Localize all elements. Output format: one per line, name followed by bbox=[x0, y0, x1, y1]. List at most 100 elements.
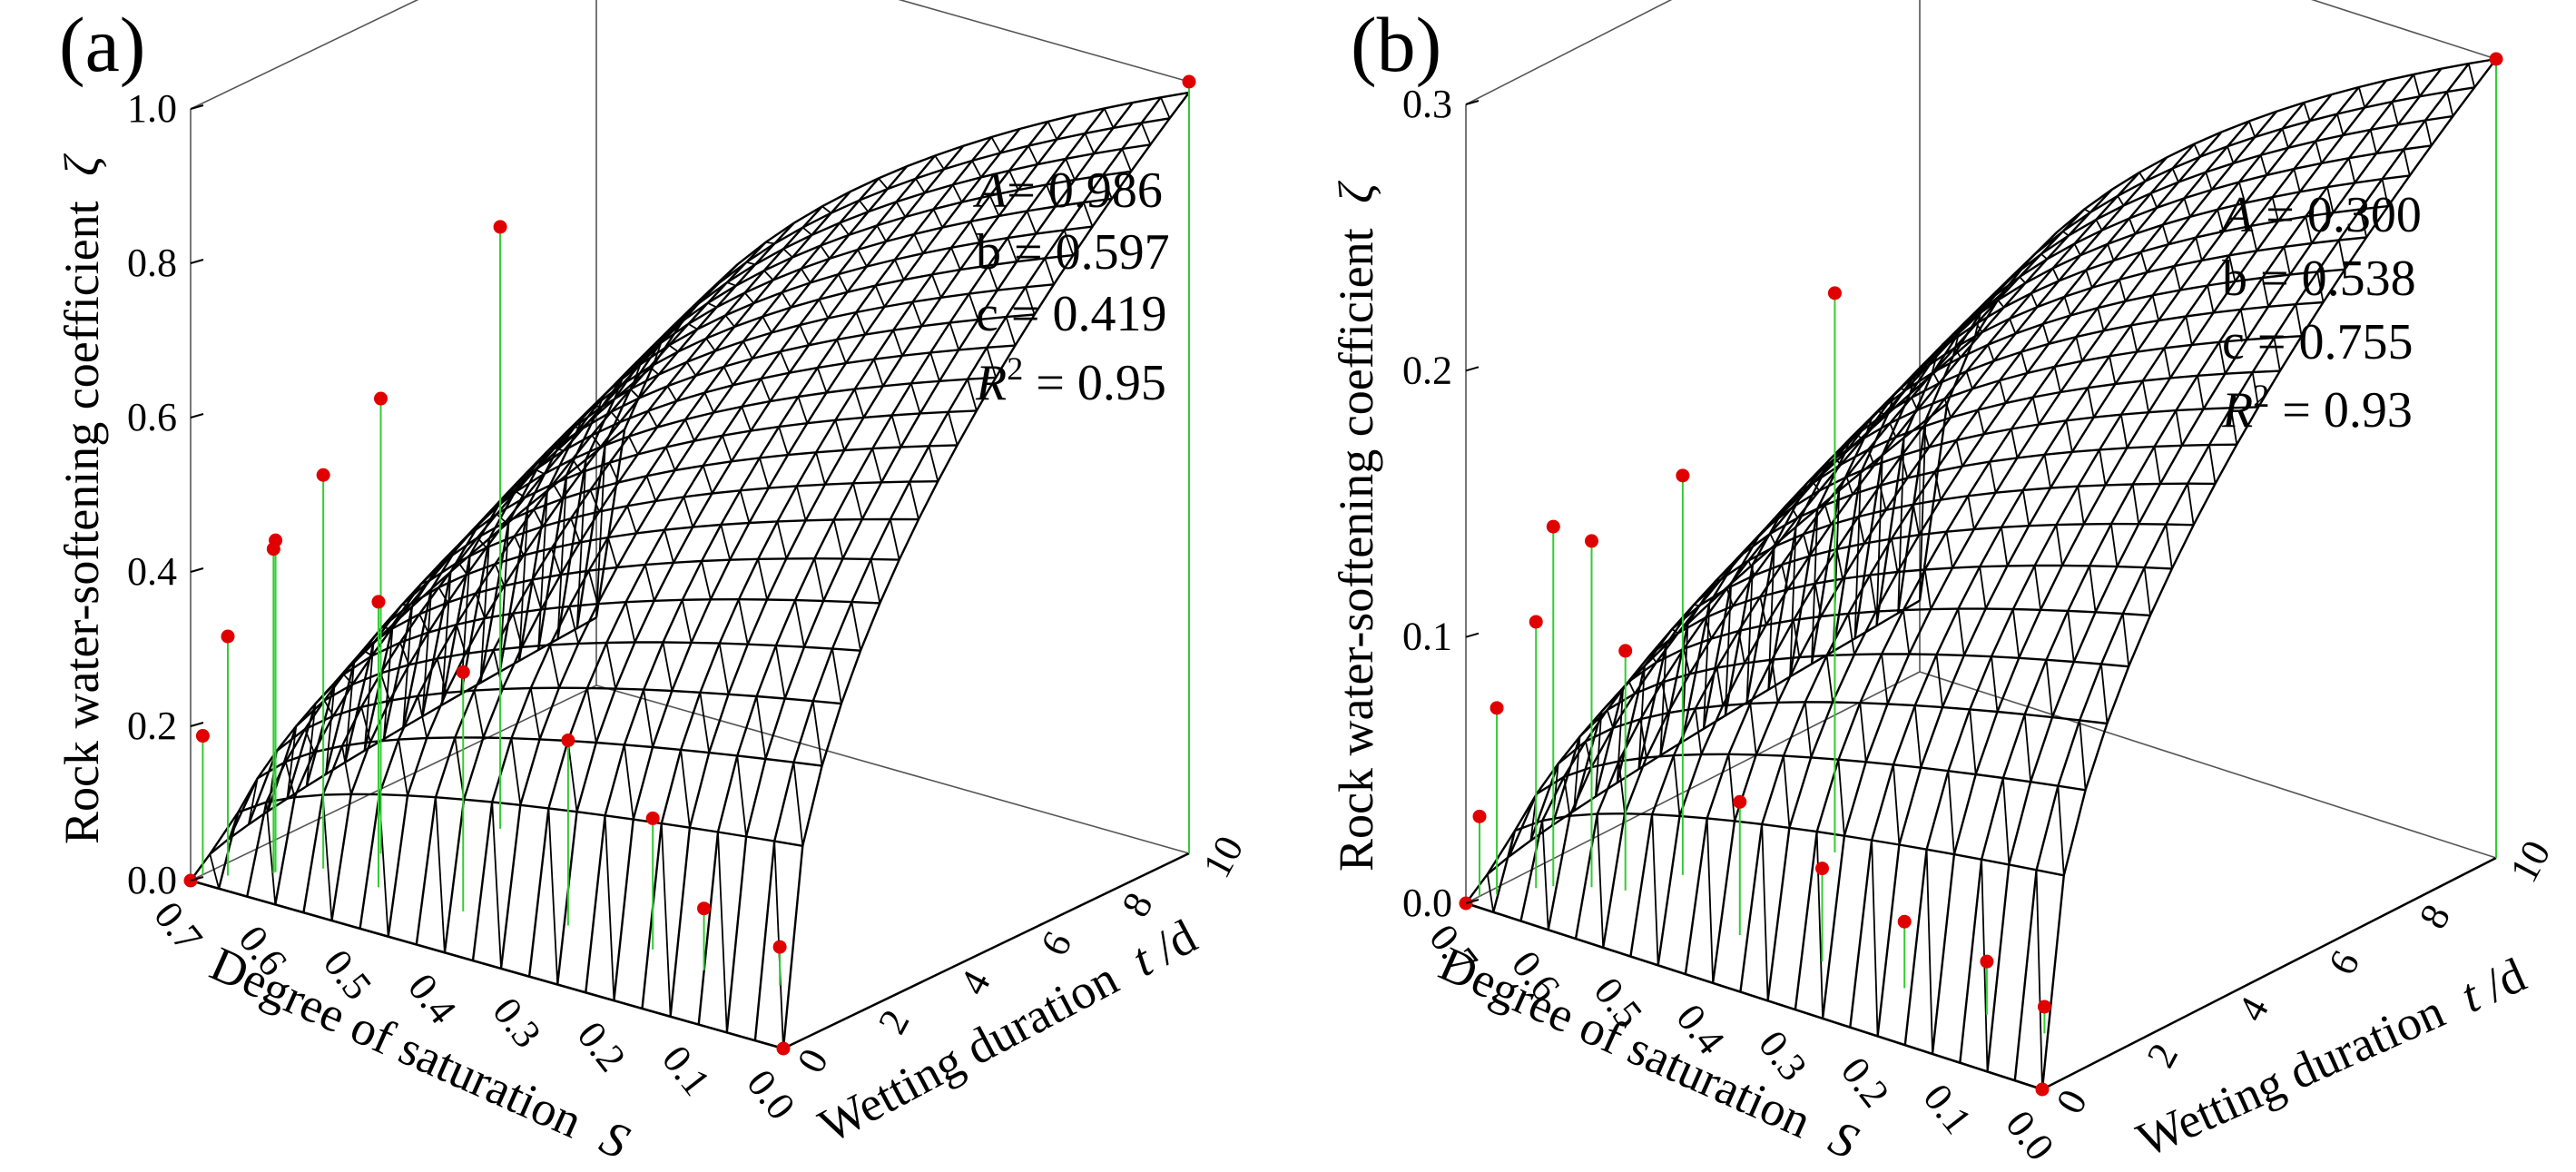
panel-a-mesh-diagonal bbox=[496, 513, 506, 523]
panel-a-mesh-diagonal bbox=[831, 648, 842, 704]
panel-b-mesh-diagonal bbox=[2063, 296, 2071, 316]
panel-b-mesh-diagonal bbox=[1964, 319, 1971, 324]
panel-a-mesh-line bbox=[782, 92, 1190, 1049]
panel-b-mesh-diagonal bbox=[1627, 681, 1636, 694]
panel-a-box-edge bbox=[595, 684, 1190, 854]
panel-b-mesh-diagonal bbox=[1935, 654, 1943, 708]
panel-b-mesh-diagonal bbox=[2031, 397, 2040, 425]
panel-b-x-tick-label: 0.1 bbox=[1914, 1076, 1980, 1143]
panel-a-mesh-diagonal bbox=[325, 682, 336, 774]
panel-a-mesh-diagonal bbox=[1046, 184, 1057, 207]
panel-b-mesh-diagonal bbox=[1887, 394, 1895, 414]
panel-b-mesh-diagonal bbox=[1923, 569, 1932, 610]
panel-a-mesh-diagonal bbox=[834, 419, 846, 451]
panel-b-mesh-diagonal bbox=[2197, 375, 2205, 409]
panel-b-mesh-diagonal bbox=[1925, 849, 1933, 1054]
panel-b-mesh-diagonal bbox=[2175, 409, 2183, 446]
panel-b-mesh-diagonal bbox=[1881, 654, 1889, 704]
panel-b-mesh-diagonal bbox=[1779, 505, 1787, 516]
panel-b-mesh-diagonal bbox=[1759, 596, 1767, 625]
panel-b-mesh-diagonal bbox=[1999, 379, 2007, 404]
panel-b-mesh-diagonal bbox=[2316, 271, 2325, 303]
panel-a-param-A-symbol: A bbox=[972, 163, 1008, 219]
panel-a-mesh-line bbox=[527, 154, 937, 977]
panel-b-mesh-diagonal bbox=[1585, 741, 1593, 768]
panel-a-mesh-diagonal bbox=[670, 322, 681, 330]
panel-b-mesh-diagonal bbox=[1673, 755, 1681, 816]
panel-a-data-point bbox=[456, 665, 470, 679]
panel-b-t-tick-label: 2 bbox=[2138, 1036, 2188, 1074]
panel-b-mesh-line bbox=[1551, 653, 2129, 826]
panel-a-mesh-diagonal bbox=[594, 395, 605, 418]
panel-a-mesh-diagonal bbox=[1121, 148, 1132, 172]
panel-a-mesh-diagonal bbox=[554, 447, 565, 452]
panel-a-z-axis-title: Rock water-softening coefficient ζ bbox=[54, 153, 109, 844]
panel-a-mesh-diagonal bbox=[718, 643, 730, 694]
panel-b-data-point bbox=[1618, 644, 1633, 658]
panel-a-mesh-diagonal bbox=[549, 645, 560, 688]
panel-b-mesh-line bbox=[1602, 231, 2059, 948]
panel-b-mesh-diagonal bbox=[2391, 101, 2399, 125]
panel-b-z-axis-label: Rock water-softening coefficient bbox=[1329, 228, 1383, 872]
panel-b-mesh-diagonal bbox=[2207, 285, 2215, 313]
panel-b-mesh-diagonal bbox=[1991, 656, 1999, 713]
panel-a-t-tick-label: 10 bbox=[1195, 829, 1253, 885]
panel-a-mesh-diagonal bbox=[398, 739, 408, 796]
panel-b-data-point bbox=[1472, 809, 1487, 823]
panel-a-mesh-line bbox=[443, 191, 851, 953]
panel-b-mesh-diagonal bbox=[2153, 446, 2161, 485]
panel-a-mesh-diagonal bbox=[402, 606, 413, 728]
panel-b-mesh-diagonal bbox=[1987, 344, 1995, 361]
panel-a-mesh-diagonal bbox=[746, 261, 756, 266]
panel-b-z-tick-mark bbox=[1465, 899, 1480, 904]
panel-a-mesh-line bbox=[556, 143, 1151, 640]
panel-b-z-tick-label: 0.1 bbox=[1402, 615, 1452, 659]
panel-a-mesh-diagonal bbox=[720, 524, 732, 560]
panel-a-mesh-diagonal bbox=[491, 802, 502, 969]
panel-b-z-tick-mark bbox=[1465, 632, 1480, 638]
panel-a-x-tick-label: 0.2 bbox=[569, 1013, 634, 1080]
panel-b-mesh-diagonal bbox=[2183, 198, 2191, 218]
panel-b-mesh-diagonal bbox=[2029, 252, 2037, 261]
panel-b-mesh-diagonal bbox=[2045, 659, 2053, 718]
panel-a-mesh-diagonal bbox=[1025, 287, 1036, 315]
panel-a-mesh-diagonal bbox=[607, 537, 618, 568]
panel-a-mesh-diagonal bbox=[890, 518, 900, 560]
panel-b-mesh-diagonal bbox=[2138, 172, 2147, 182]
panel-a-z-tick-label: 1.0 bbox=[127, 86, 177, 131]
panel-b-x-axis-symbol: S bbox=[1822, 1109, 1866, 1169]
panel-a-mesh-diagonal bbox=[820, 244, 831, 260]
panel-b-mesh-diagonal bbox=[1844, 438, 1852, 454]
panel-a-mesh-diagonal bbox=[832, 519, 844, 559]
panel-b-box-edge bbox=[2311, 0, 2497, 60]
panel-a-mesh-diagonal bbox=[304, 728, 315, 753]
panel-a-mesh-diagonal bbox=[947, 411, 959, 446]
panel-b-z-axis-title: Rock water-softening coefficient ζ bbox=[1329, 181, 1383, 872]
panel-a-mesh-diagonal bbox=[516, 490, 526, 498]
panel-a-mesh-line bbox=[725, 102, 1134, 1033]
panel-a-mesh-diagonal bbox=[739, 490, 751, 524]
panel-b-mesh-diagonal bbox=[2208, 444, 2217, 484]
panel-b-mesh-diagonal bbox=[2120, 414, 2129, 448]
panel-a-mesh-diagonal bbox=[736, 755, 747, 837]
panel-a-box-edge bbox=[190, 684, 597, 881]
panel-b-mesh-line bbox=[1572, 607, 2151, 812]
panel-a-mesh-line bbox=[387, 222, 795, 937]
panel-b-mesh-line bbox=[1876, 94, 2333, 1037]
panel-a-mesh-diagonal bbox=[776, 521, 788, 559]
svg-text:R2 = 0.93: R2 = 0.93 bbox=[2221, 378, 2413, 438]
panel-b-mesh-diagonal bbox=[1486, 873, 1495, 912]
panel-b-data-point bbox=[2037, 1000, 2051, 1014]
panel-a-data-point bbox=[269, 533, 283, 547]
panel-a-mesh-diagonal bbox=[555, 433, 566, 452]
panel-b-mesh-diagonal bbox=[1943, 398, 1952, 419]
panel-b-mesh-diagonal bbox=[1815, 832, 1824, 1019]
panel-a-data-point bbox=[645, 811, 660, 825]
panel-b-mesh-diagonal bbox=[1651, 814, 1659, 966]
panel-b-mesh-diagonal bbox=[1989, 461, 1997, 493]
panel-b-mesh-diagonal bbox=[1942, 341, 1950, 345]
panel-b-mesh-diagonal bbox=[2338, 240, 2346, 270]
svg-text:A= 0.986: A= 0.986 bbox=[972, 163, 1163, 219]
panel-b-mesh-diagonal bbox=[1837, 759, 1845, 836]
panel-a-mesh-diagonal bbox=[781, 291, 792, 309]
